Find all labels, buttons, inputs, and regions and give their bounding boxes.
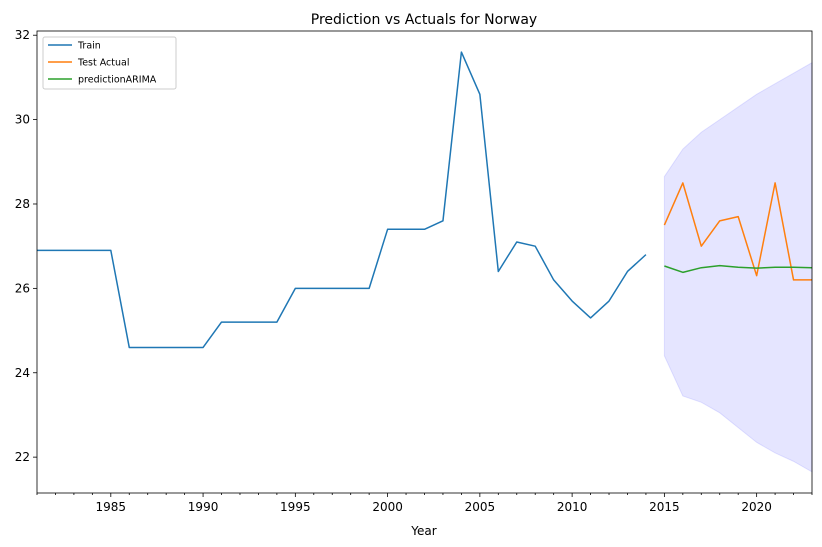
y-tick-label: 22 (15, 450, 30, 464)
y-tick-label: 26 (15, 281, 30, 295)
x-tick-label: 1985 (96, 500, 127, 514)
x-tick-label: 2020 (741, 500, 772, 514)
legend-label-train: Train (77, 41, 101, 52)
x-tick-label: 2010 (557, 500, 588, 514)
x-tick-label: 2005 (465, 500, 496, 514)
y-tick-label: 32 (15, 28, 30, 42)
y-tick-label: 24 (15, 366, 30, 380)
y-tick-label: 28 (15, 197, 30, 211)
x-tick-label: 1990 (188, 500, 219, 514)
series-line-test-actual (663, 182, 812, 281)
chart-title: Prediction vs Actuals for Norway (311, 12, 537, 28)
legend-label-prediction-arima: predictionARIMA (78, 75, 157, 86)
x-axis-label: Year (410, 524, 436, 538)
x-tick-label: 2000 (372, 500, 403, 514)
legend-frame (42, 36, 177, 90)
series-line-train (37, 51, 647, 349)
legend-label-test-actual: Test Actual (77, 58, 130, 69)
axes: 22 24 26 28 30 32 1985 1990 1995 2000 2005 2010 2015… (15, 28, 813, 514)
y-tick-label: 30 (15, 113, 30, 127)
series-line-predictionarima (664, 264, 813, 274)
x-tick-label: 2015 (649, 500, 680, 514)
legend: Train Test Actual predictionARIMA (42, 36, 177, 90)
x-tick-label: 1995 (280, 500, 311, 514)
